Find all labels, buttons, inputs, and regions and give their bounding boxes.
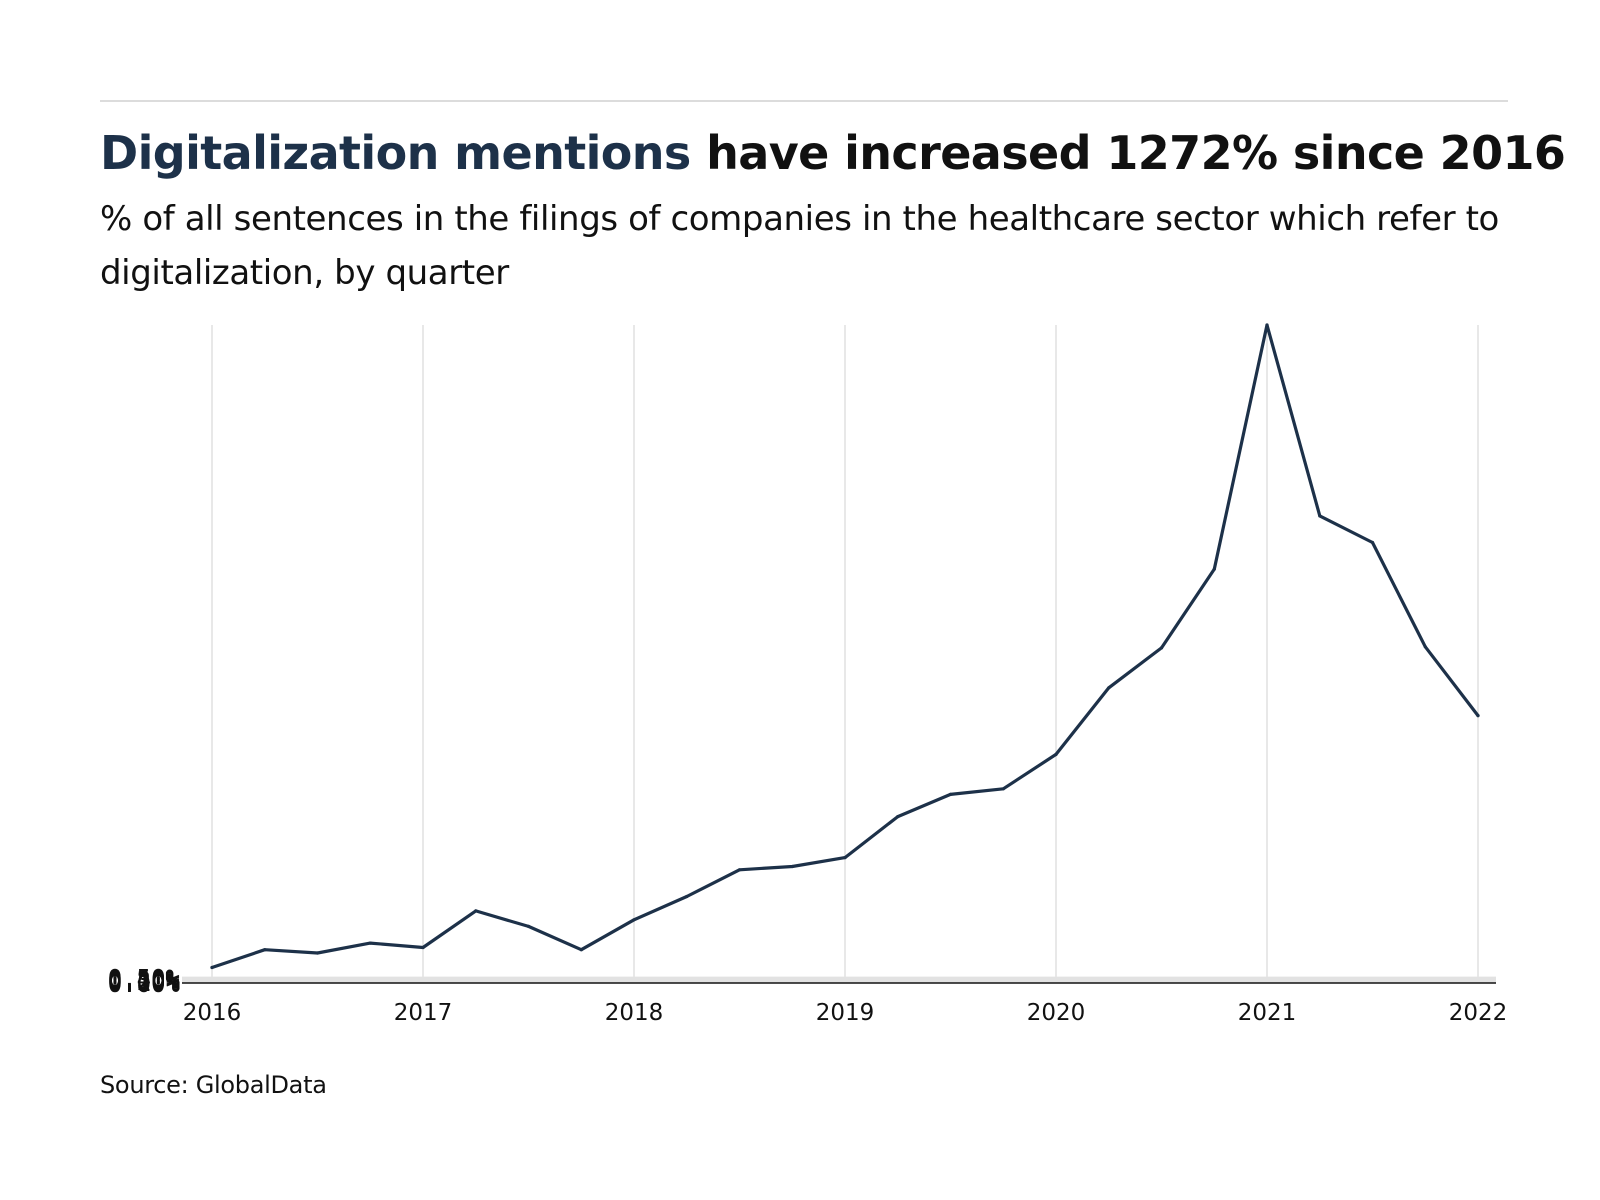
data-point: [210, 965, 214, 970]
chart-title-highlight: Digitalization mentions: [100, 126, 691, 180]
data-point: [263, 948, 267, 952]
grid-lines: [182, 325, 1496, 983]
data-point: [421, 945, 425, 950]
data-point: [737, 868, 742, 872]
source-note: Source: GlobalData: [100, 1071, 327, 1099]
series-layer: [210, 323, 1480, 970]
chart-title: Digitalization mentions have increased 1…: [100, 124, 1566, 182]
chart-subtitle: % of all sentences in the filings of com…: [100, 199, 1499, 293]
y-tick-label: 0.50%: [108, 964, 181, 992]
data-point: [1159, 646, 1164, 650]
data-point: [1054, 752, 1058, 757]
data-point: [896, 815, 900, 819]
x-tick-label: 2021: [1238, 1000, 1297, 1026]
data-point: [1001, 787, 1005, 791]
data-point: [526, 924, 531, 929]
data-point: [1212, 567, 1216, 571]
y-tick-label: 0.10%: [108, 969, 181, 997]
data-point: [474, 909, 478, 913]
data-point: [1318, 514, 1322, 518]
data-point: [948, 792, 953, 797]
y-tick-label: 0.40%: [108, 966, 181, 994]
data-point: [1107, 686, 1111, 690]
data-point: [579, 948, 583, 952]
chart-title-rest: have increased 1272% since 2016: [690, 126, 1566, 180]
x-tick-label: 2018: [605, 1000, 664, 1026]
y-tick-label: 0.20%: [108, 968, 181, 996]
y-tick-label: 0.00%: [108, 970, 181, 998]
data-point: [1265, 323, 1269, 327]
data-point: [843, 856, 847, 860]
x-tick-label: 2016: [183, 1000, 242, 1026]
tick-labels: 2016 2017 2018 2019 2020 2021 2022 0.00%0.10%0.…: [108, 964, 1508, 1026]
x-tick-label: 2019: [816, 1000, 875, 1026]
data-point: [1423, 645, 1427, 649]
data-point: [685, 894, 689, 899]
x-tick-label: 2022: [1449, 1000, 1508, 1026]
data-point: [368, 941, 372, 945]
x-tick-label: 2017: [394, 1000, 453, 1026]
data-point: [315, 951, 320, 955]
top-divider: [100, 100, 1508, 102]
data-point: [790, 864, 794, 869]
data-point: [1370, 540, 1375, 545]
x-tick-label: 2020: [1027, 1000, 1086, 1026]
data-point: [1476, 714, 1480, 718]
data-point: [632, 918, 636, 922]
y-tick-label: 0.30%: [108, 967, 181, 995]
